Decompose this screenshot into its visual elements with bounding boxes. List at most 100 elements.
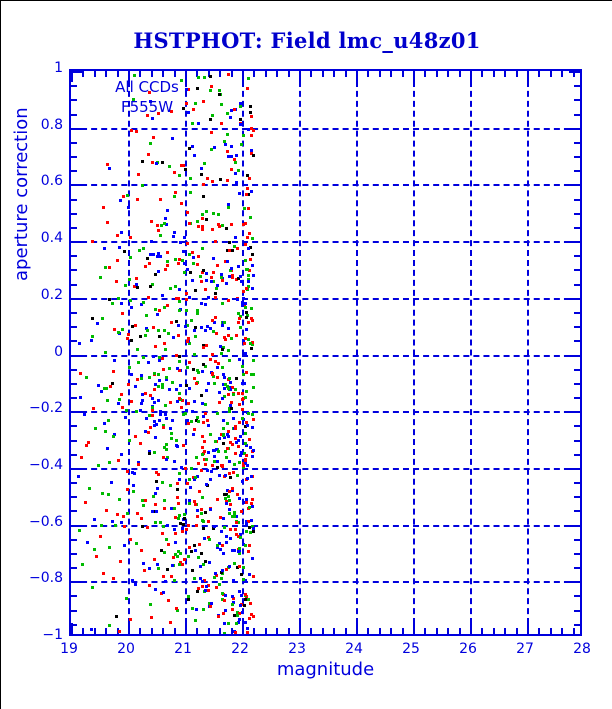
data-point xyxy=(238,118,242,122)
data-point xyxy=(136,512,140,516)
y-axis-tick-minor xyxy=(71,156,77,159)
y-axis-tick-minor xyxy=(71,595,77,598)
data-point xyxy=(148,284,152,288)
data-point xyxy=(217,222,221,226)
data-point xyxy=(221,224,225,228)
data-point xyxy=(159,197,163,201)
data-point xyxy=(223,631,227,634)
data-point xyxy=(172,506,176,510)
data-point xyxy=(248,269,252,273)
x-axis-tick-major xyxy=(470,623,472,634)
data-point xyxy=(113,359,117,363)
data-point xyxy=(175,555,179,559)
data-point xyxy=(238,565,242,569)
y-axis-title: aperture correction xyxy=(11,107,32,281)
data-point xyxy=(199,166,203,170)
data-point xyxy=(222,376,226,380)
y-axis-tick-minor xyxy=(574,397,580,400)
data-point xyxy=(163,403,167,407)
data-point xyxy=(215,585,219,589)
x-axis-tick-minor xyxy=(219,628,222,634)
y-axis-tick-minor xyxy=(71,538,77,541)
data-point xyxy=(87,441,91,445)
data-point xyxy=(219,351,223,355)
x-axis-tick-minor xyxy=(219,71,222,77)
data-point xyxy=(234,181,238,185)
data-point xyxy=(252,575,256,579)
y-axis-tick-minor xyxy=(71,425,77,428)
data-point xyxy=(131,325,135,329)
y-axis-tick-minor xyxy=(71,269,77,272)
data-point xyxy=(177,333,181,337)
data-point xyxy=(113,432,117,436)
annotation-line-2: F555W xyxy=(120,98,174,116)
data-point xyxy=(110,519,114,523)
data-point xyxy=(206,325,209,328)
data-point xyxy=(200,402,204,406)
data-point xyxy=(101,205,105,209)
data-point xyxy=(157,335,161,339)
y-axis-tick-minor xyxy=(574,141,580,144)
data-point xyxy=(207,535,210,539)
data-point xyxy=(245,328,249,332)
data-point xyxy=(215,264,219,268)
data-point xyxy=(247,525,251,529)
data-point xyxy=(213,571,217,575)
x-axis-tick-major xyxy=(242,71,244,82)
data-point xyxy=(193,576,197,580)
data-point xyxy=(153,308,157,312)
data-point xyxy=(135,286,139,290)
data-point xyxy=(180,398,184,402)
y-axis-tick-minor xyxy=(71,453,77,456)
data-point xyxy=(192,499,196,503)
data-point xyxy=(222,372,226,376)
data-point xyxy=(175,445,179,449)
data-point xyxy=(172,171,176,175)
data-point xyxy=(176,367,180,371)
y-axis-tick-minor xyxy=(71,439,77,442)
data-point xyxy=(251,454,255,458)
data-point xyxy=(157,356,161,360)
data-point xyxy=(156,472,160,476)
data-point xyxy=(238,104,242,108)
data-point xyxy=(156,229,160,233)
data-point xyxy=(201,99,205,103)
data-point xyxy=(210,131,214,135)
data-point xyxy=(230,109,234,113)
x-tick-label: 19 xyxy=(60,641,78,657)
data-point xyxy=(209,507,213,511)
data-point xyxy=(236,438,240,442)
data-point xyxy=(154,510,158,514)
data-point xyxy=(194,419,198,423)
data-point xyxy=(237,312,241,316)
data-point xyxy=(249,446,253,450)
data-point xyxy=(173,190,177,194)
data-point xyxy=(221,346,225,350)
data-point xyxy=(140,393,144,397)
data-point xyxy=(238,315,242,319)
data-point xyxy=(90,239,94,243)
data-point xyxy=(107,297,111,301)
data-point xyxy=(220,529,224,533)
data-point xyxy=(243,301,247,305)
data-point xyxy=(216,615,220,619)
data-point xyxy=(214,315,218,319)
y-tick-label: 0.6 xyxy=(40,173,63,190)
gridline-vertical xyxy=(299,71,301,634)
data-point xyxy=(201,495,205,499)
data-point xyxy=(146,328,150,332)
data-point xyxy=(114,280,118,284)
data-point xyxy=(223,394,227,398)
data-point xyxy=(250,400,254,404)
data-point xyxy=(224,567,228,571)
data-point xyxy=(207,520,211,524)
data-point xyxy=(153,557,157,561)
x-axis-tick-minor xyxy=(207,71,210,77)
gridline-horizontal xyxy=(71,524,580,527)
data-point xyxy=(208,89,212,93)
data-point xyxy=(235,614,239,618)
plot-area: All CCDs F555W xyxy=(69,69,582,636)
data-point xyxy=(121,195,125,199)
data-point xyxy=(234,427,238,431)
data-point xyxy=(166,303,170,307)
